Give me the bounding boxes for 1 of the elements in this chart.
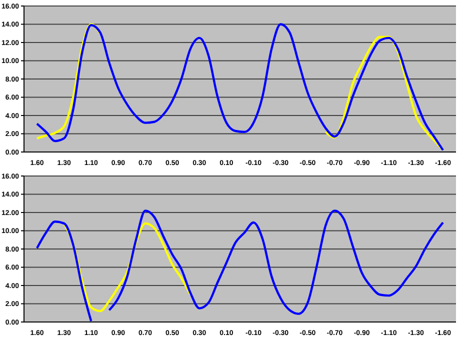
line-series [62, 222, 192, 312]
